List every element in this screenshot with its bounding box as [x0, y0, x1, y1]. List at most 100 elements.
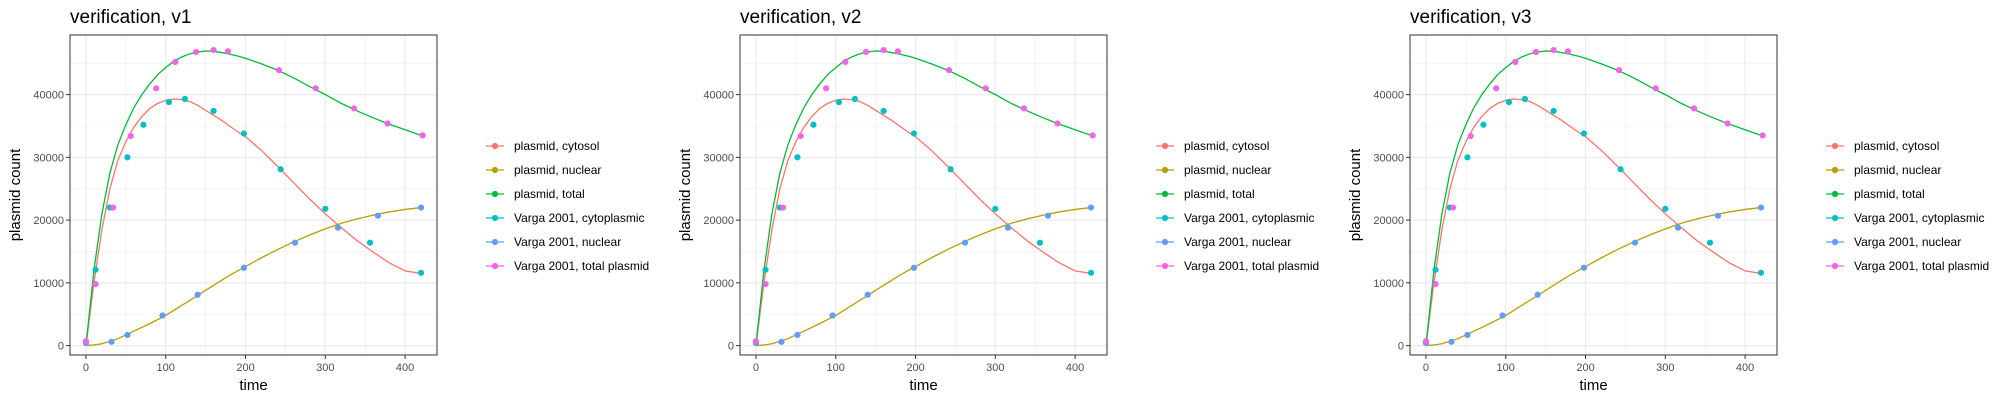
data-point [1448, 338, 1455, 345]
data-point [794, 331, 801, 339]
data-point [1044, 212, 1052, 219]
data-point [124, 331, 131, 339]
data-point [277, 166, 284, 173]
chart-title: verification, v1 [70, 7, 191, 28]
legend-key-point [1161, 214, 1169, 222]
data-point [1615, 67, 1623, 74]
x-tick-label: 100 [827, 362, 845, 374]
data-point [810, 121, 817, 128]
data-point [108, 338, 115, 345]
legend-key [1826, 214, 1844, 222]
data-point [1714, 212, 1722, 219]
x-tick-label: 100 [157, 362, 175, 374]
data-point [127, 132, 134, 140]
data-point [1674, 224, 1682, 231]
legend-label: Varga 2001, cytoplasmic [1184, 211, 1315, 225]
data-point [992, 205, 999, 212]
plot-border [69, 34, 438, 356]
x-tick-label: 200 [906, 362, 924, 374]
data-point [165, 99, 173, 106]
data-point [1724, 120, 1731, 127]
data-point [1662, 205, 1669, 212]
legend-label: plasmid, total [1854, 187, 1925, 201]
data-point [947, 166, 954, 173]
legend-key-point [1831, 214, 1839, 222]
series-line [85, 50, 422, 346]
data-point [752, 338, 760, 345]
data-point [1521, 95, 1528, 103]
legend-key-point [1161, 142, 1169, 150]
data-point [945, 67, 953, 74]
data-point [153, 85, 160, 92]
chart-panel-3: verification, v3 0 100 200 300 400 0 10000 20000… [1347, 7, 1989, 394]
legend-key [486, 142, 504, 150]
data-point [172, 58, 179, 66]
data-point [291, 239, 299, 246]
legend-key [1156, 166, 1174, 174]
data-point [762, 281, 769, 288]
x-tick-label: 300 [316, 362, 334, 374]
plot-area [70, 35, 437, 355]
data-point [312, 85, 319, 92]
chart-title: verification, v3 [1410, 7, 1531, 28]
y-tick-label: 40000 [703, 90, 734, 102]
data-point [880, 46, 887, 54]
legend-label: Varga 2001, total plasmid [1184, 259, 1319, 273]
data-point [762, 266, 769, 273]
y-axis-title: plasmid count [677, 148, 694, 241]
y-tick-label: 30000 [1373, 152, 1404, 164]
data-point [1036, 239, 1044, 246]
data-point [823, 85, 830, 92]
data-point [1422, 338, 1430, 345]
legend-key-point [491, 214, 499, 222]
legend-key [486, 214, 504, 222]
legend-key-point [491, 238, 499, 246]
data-point [334, 224, 342, 231]
data-point [109, 204, 117, 211]
data-point [779, 204, 787, 211]
data-point [1464, 331, 1471, 339]
y-tick-label: 20000 [1373, 215, 1404, 227]
data-point [1493, 85, 1500, 92]
data-point [224, 48, 232, 55]
data-point [1550, 107, 1557, 115]
data-point [835, 99, 843, 106]
data-point [1706, 239, 1714, 246]
data-point [1690, 105, 1698, 112]
data-point [417, 204, 425, 211]
data-point [961, 239, 969, 246]
legend-key-point [1831, 262, 1839, 270]
data-point [982, 85, 989, 92]
x-tick-label: 0 [753, 362, 759, 374]
legend-key-point [491, 262, 499, 270]
x-axis-title: time [1579, 377, 1607, 394]
legend-label: plasmid, cytosol [1854, 139, 1939, 153]
legend-key-point [1161, 190, 1169, 198]
y-tick-label: 10000 [1373, 278, 1404, 290]
legend-key [486, 238, 504, 246]
x-tick-label: 300 [1656, 362, 1674, 374]
plot-area [740, 35, 1107, 355]
y-axis-title: plasmid count [7, 148, 24, 241]
data-point [210, 107, 217, 115]
data-point [1499, 312, 1506, 319]
legend-label: plasmid, total [514, 187, 585, 201]
x-tick-label: 100 [1497, 362, 1515, 374]
legend-key-point [491, 190, 499, 198]
y-tick-label: 20000 [33, 215, 64, 227]
data-point [894, 48, 902, 55]
data-point [1512, 58, 1519, 66]
data-point [350, 105, 358, 112]
legend: plasmid, cytosol plasmid, nuclear plasmid,… [486, 139, 649, 273]
data-point [417, 269, 425, 276]
legend-label: Varga 2001, nuclear [514, 235, 621, 249]
legend-key-point [1161, 238, 1169, 246]
x-tick-label: 400 [1066, 362, 1084, 374]
plot-border [1409, 34, 1778, 356]
data-point [842, 58, 849, 66]
data-point [275, 67, 283, 74]
data-point [1480, 121, 1487, 128]
data-point [1089, 132, 1096, 139]
legend-label: Varga 2001, cytoplasmic [1854, 211, 1985, 225]
